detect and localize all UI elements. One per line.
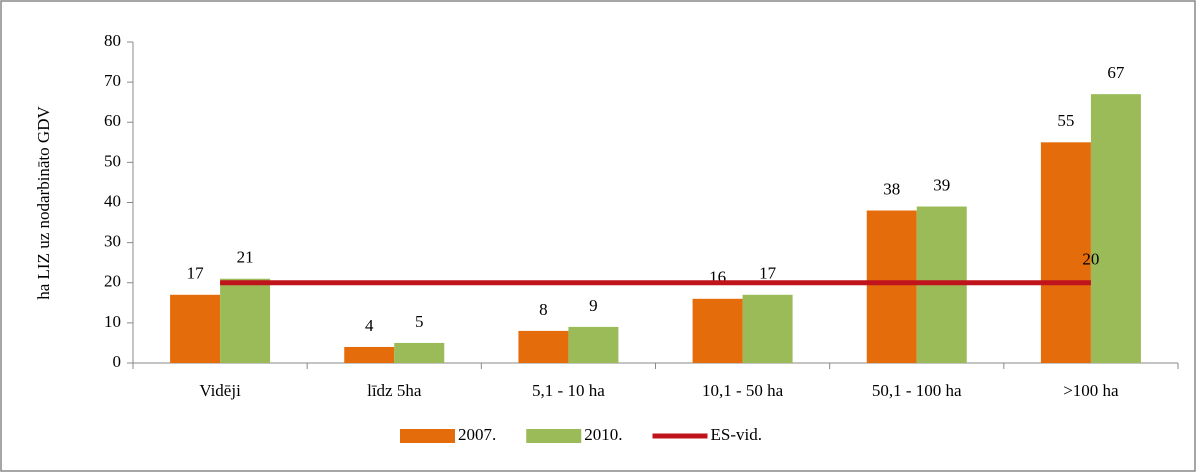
data-label: 20 xyxy=(1082,250,1099,269)
y-tick-label: 70 xyxy=(104,71,121,90)
legend-swatch xyxy=(526,429,582,443)
y-tick-label: 30 xyxy=(104,232,121,251)
data-label: 9 xyxy=(589,296,598,315)
y-tick-label: 80 xyxy=(104,31,121,50)
bar xyxy=(1040,142,1091,363)
y-tick-label: 10 xyxy=(104,312,121,331)
y-tick-label: 0 xyxy=(113,352,122,371)
x-tick-label: 10,1 - 50 ha xyxy=(702,381,784,400)
y-tick-label: 50 xyxy=(104,151,121,170)
data-label: 21 xyxy=(237,248,254,267)
bar xyxy=(692,298,743,363)
data-label: 17 xyxy=(759,264,777,283)
bar xyxy=(518,330,569,363)
bar xyxy=(568,326,619,363)
x-tick-label: >100 ha xyxy=(1063,381,1119,400)
legend-swatch xyxy=(400,429,455,443)
bar xyxy=(866,210,917,363)
data-label: 8 xyxy=(539,300,548,319)
data-label: 4 xyxy=(365,316,374,335)
bar xyxy=(394,342,445,363)
data-label: 17 xyxy=(187,264,205,283)
legend-label: 2007. xyxy=(458,425,496,444)
y-axis-label: ha LIZ uz nodarbināto GDV xyxy=(34,106,53,300)
y-tick-label: 60 xyxy=(104,111,121,130)
bar xyxy=(1090,94,1141,363)
x-tick-label: 5,1 - 10 ha xyxy=(532,381,605,400)
x-tick-label: Vidēji xyxy=(199,381,241,400)
x-tick-label: līdz 5ha xyxy=(367,381,422,400)
data-label: 67 xyxy=(1107,63,1125,82)
data-label: 38 xyxy=(883,179,900,198)
data-label: 5 xyxy=(415,312,424,331)
data-label: 39 xyxy=(933,175,950,194)
y-tick-label: 40 xyxy=(104,191,121,210)
bar xyxy=(344,346,395,363)
bar xyxy=(742,294,793,363)
bar xyxy=(220,278,271,363)
bar xyxy=(170,294,221,363)
legend-label: ES-vid. xyxy=(711,425,762,444)
data-label: 55 xyxy=(1057,111,1074,130)
y-tick-label: 20 xyxy=(104,272,121,291)
legend-label: 2010. xyxy=(584,425,622,444)
x-tick-label: 50,1 - 100 ha xyxy=(872,381,962,400)
